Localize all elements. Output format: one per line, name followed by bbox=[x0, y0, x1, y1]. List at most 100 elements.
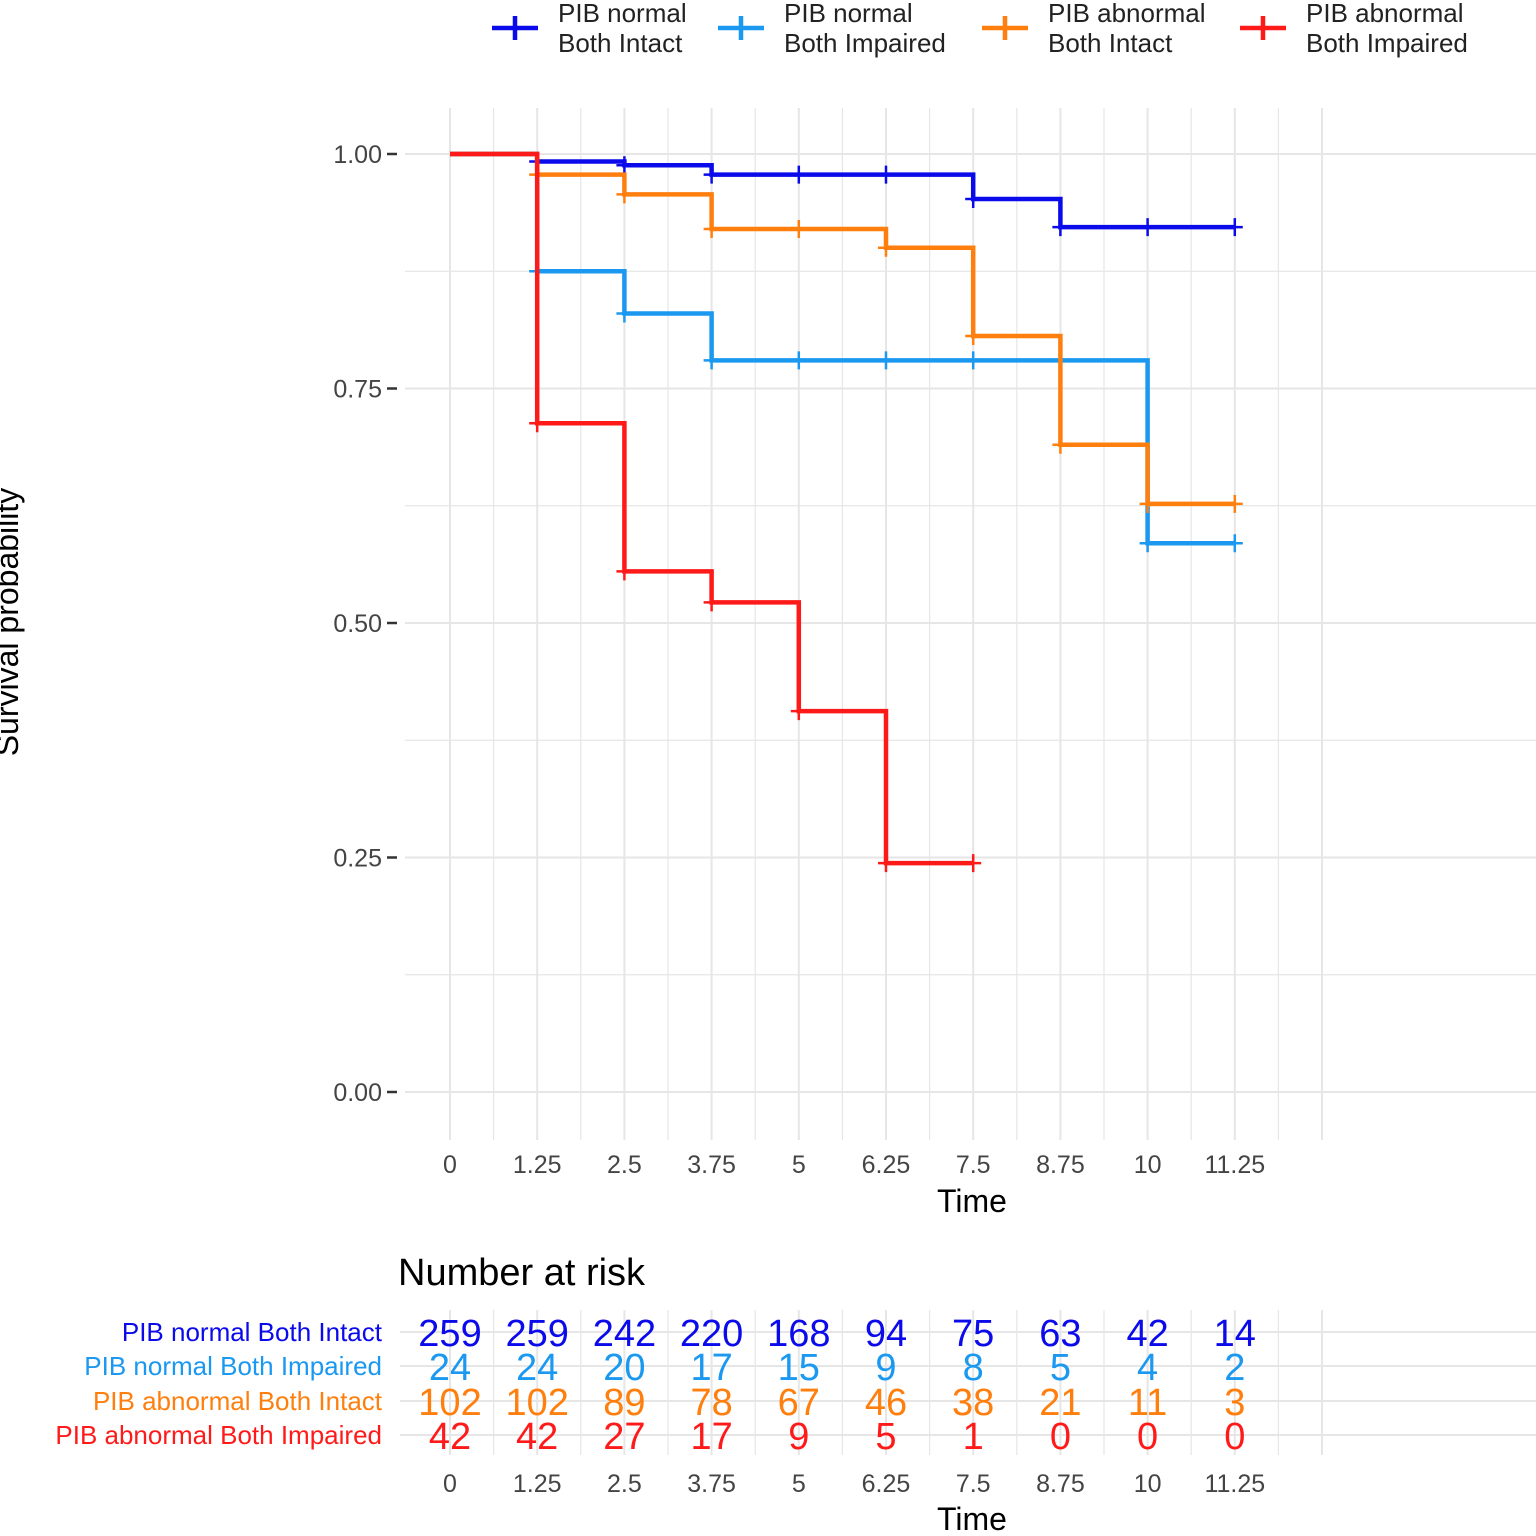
x-tick-label: 0 bbox=[443, 1151, 457, 1179]
y-tick-label: 1.00 bbox=[333, 141, 382, 169]
risk-value: 17 bbox=[690, 1416, 732, 1458]
x-tick-label: 7.5 bbox=[956, 1151, 991, 1179]
censor-mark bbox=[1226, 534, 1243, 553]
risk-x-tick-label: 1.25 bbox=[513, 1470, 562, 1498]
risk-value: 0 bbox=[1137, 1416, 1158, 1458]
legend-key bbox=[718, 16, 764, 40]
risk-x-tick-label: 7.5 bbox=[956, 1470, 991, 1498]
risk-value: 5 bbox=[1050, 1347, 1071, 1389]
plot-grid bbox=[405, 108, 1536, 1140]
legend-key bbox=[982, 16, 1028, 40]
censor-mark bbox=[965, 326, 982, 345]
censor-mark bbox=[616, 304, 633, 323]
risk-value: 27 bbox=[603, 1416, 645, 1458]
risk-x-tick-label: 8.75 bbox=[1036, 1470, 1085, 1498]
y-tick-label: 0.75 bbox=[333, 376, 382, 404]
legend-label: PIB abnormal bbox=[1306, 0, 1464, 28]
risk-value: 21 bbox=[1039, 1382, 1081, 1424]
risk-row-label: PIB abnormal Both Intact bbox=[93, 1386, 383, 1416]
censor-mark bbox=[703, 593, 720, 612]
risk-value: 9 bbox=[788, 1416, 809, 1458]
risk-value: 42 bbox=[1126, 1313, 1168, 1355]
risk-value: 67 bbox=[778, 1382, 820, 1424]
censor-mark bbox=[790, 702, 807, 721]
risk-value: 20 bbox=[603, 1347, 645, 1389]
risk-value: 46 bbox=[865, 1382, 907, 1424]
risk-value: 17 bbox=[690, 1347, 732, 1389]
risk-value: 1 bbox=[963, 1416, 984, 1458]
risk-value: 24 bbox=[429, 1347, 471, 1389]
risk-table-x-axis: 0 1.25 2.5 3.75 5 6.25 7.5 8.75 10 11.25 bbox=[443, 1470, 1265, 1498]
risk-value: 242 bbox=[593, 1313, 656, 1355]
legend-label: Both Impaired bbox=[784, 28, 946, 58]
censor-mark bbox=[1139, 494, 1156, 513]
x-axis: 0 1.25 2.5 3.75 5 6.25 7.5 8.75 10 11.25 bbox=[443, 1151, 1265, 1179]
x-tick-label: 5 bbox=[792, 1151, 806, 1179]
legend-label: Both Impaired bbox=[1306, 28, 1468, 58]
censor-mark bbox=[703, 220, 720, 239]
censor-mark bbox=[1052, 435, 1069, 454]
risk-table: PIB normal Both Intact 259 259 242 220 168 94 7… bbox=[55, 1313, 1256, 1458]
censor-mark bbox=[965, 190, 982, 209]
legend-key bbox=[1240, 16, 1286, 40]
censor-mark bbox=[878, 165, 894, 184]
risk-value: 94 bbox=[865, 1313, 907, 1355]
risk-x-tick-label: 6.25 bbox=[862, 1470, 911, 1498]
x-tick-label: 1.25 bbox=[513, 1151, 562, 1179]
risk-value: 102 bbox=[505, 1382, 568, 1424]
risk-value: 63 bbox=[1039, 1313, 1081, 1355]
risk-value: 15 bbox=[778, 1347, 820, 1389]
risk-x-tick-label: 2.5 bbox=[607, 1470, 642, 1498]
censor-mark bbox=[878, 854, 894, 873]
risk-value: 42 bbox=[429, 1416, 471, 1458]
risk-value: 78 bbox=[690, 1382, 732, 1424]
censor-mark bbox=[1226, 494, 1243, 513]
censor-mark bbox=[616, 185, 633, 204]
risk-row-label: PIB normal Both Intact bbox=[122, 1317, 383, 1347]
censor-mark bbox=[878, 238, 894, 257]
risk-value: 168 bbox=[767, 1313, 830, 1355]
censor-mark bbox=[965, 351, 982, 370]
y-tick-label: 0.00 bbox=[333, 1079, 382, 1107]
censor-mark bbox=[1226, 218, 1243, 237]
risk-table-x-axis-title: Time bbox=[937, 1501, 1007, 1536]
censor-mark bbox=[878, 351, 894, 370]
censor-mark bbox=[529, 414, 546, 433]
risk-value: 9 bbox=[875, 1347, 896, 1389]
risk-value: 89 bbox=[603, 1382, 645, 1424]
risk-value: 38 bbox=[952, 1382, 994, 1424]
legend-label: PIB normal bbox=[558, 0, 687, 28]
risk-value: 0 bbox=[1224, 1416, 1245, 1458]
legend-key bbox=[492, 16, 538, 40]
censor-mark bbox=[965, 854, 982, 873]
censor-mark bbox=[790, 165, 807, 184]
y-tick-label: 0.25 bbox=[333, 845, 382, 873]
survival-curves bbox=[450, 151, 1243, 873]
risk-table-grid bbox=[400, 1310, 1536, 1455]
risk-value: 5 bbox=[875, 1416, 896, 1458]
risk-value: 2 bbox=[1224, 1347, 1245, 1389]
series-line-3 bbox=[450, 151, 974, 866]
risk-value: 75 bbox=[952, 1313, 994, 1355]
risk-value: 4 bbox=[1137, 1347, 1158, 1389]
censor-mark bbox=[703, 351, 720, 370]
risk-table-title: Number at risk bbox=[398, 1252, 646, 1294]
x-tick-label: 10 bbox=[1134, 1151, 1162, 1179]
risk-row-label: PIB normal Both Impaired bbox=[84, 1351, 382, 1381]
censor-mark bbox=[616, 156, 633, 175]
risk-value: 24 bbox=[516, 1347, 558, 1389]
x-tick-label: 6.25 bbox=[862, 1151, 911, 1179]
censor-mark bbox=[790, 220, 807, 239]
risk-value: 259 bbox=[505, 1313, 568, 1355]
risk-x-tick-label: 11.25 bbox=[1204, 1470, 1265, 1498]
x-tick-label: 2.5 bbox=[607, 1151, 642, 1179]
risk-x-tick-label: 0 bbox=[443, 1470, 457, 1498]
censor-mark bbox=[1139, 218, 1156, 237]
x-tick-label: 3.75 bbox=[687, 1151, 736, 1179]
legend-label: PIB normal bbox=[784, 0, 913, 28]
